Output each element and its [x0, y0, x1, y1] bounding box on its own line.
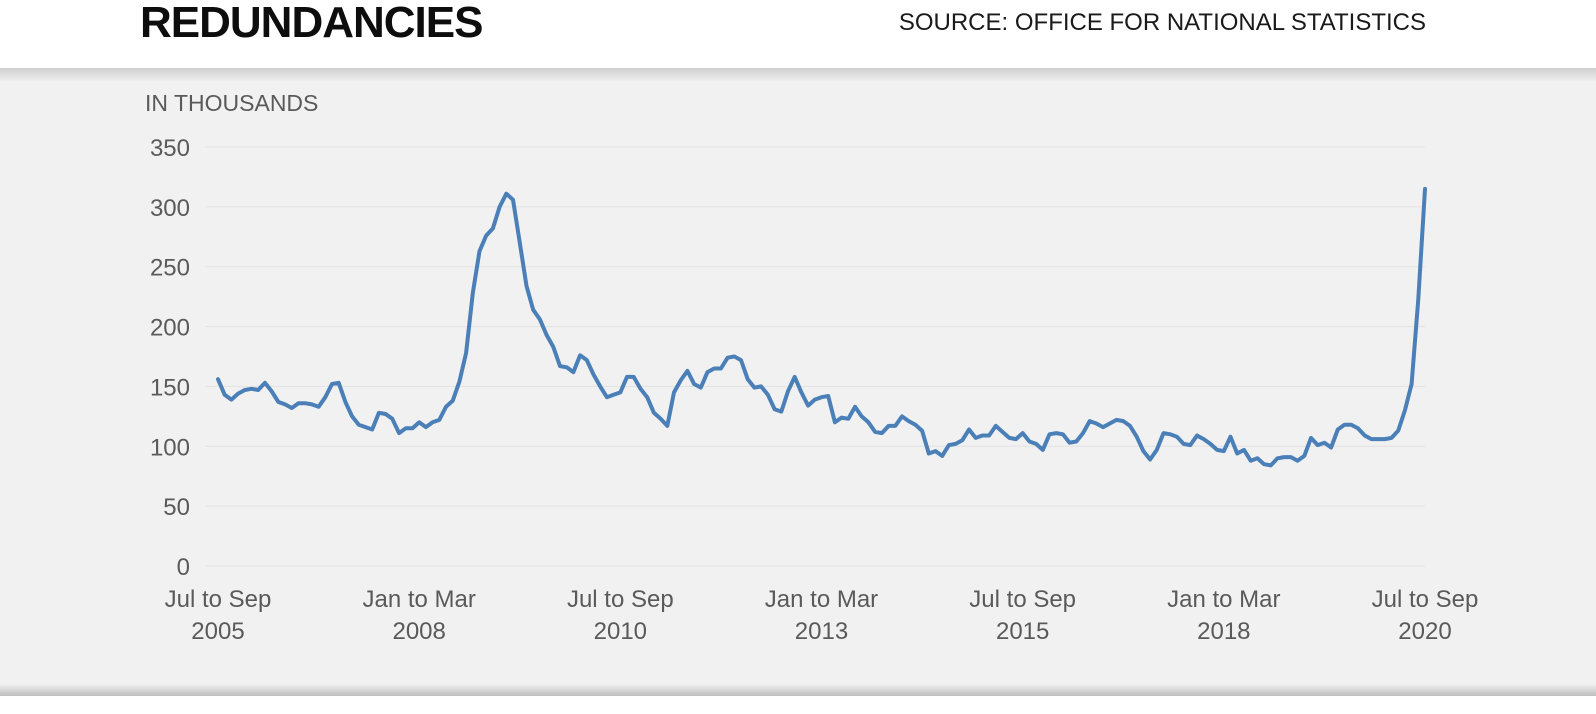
source-note: SOURCE: OFFICE FOR NATIONAL STATISTICS: [898, 9, 1426, 36]
chart-title: REDUNDANCIES: [140, 0, 483, 47]
x-axis-ticks: Jul to Sep 2005 Jan to Mar 2008 Jul to Sep 20…: [165, 586, 1479, 645]
x-tick-label: Jan to Mar 2018: [1167, 586, 1280, 645]
y-axis-ticks: 0 50 100 150 200 250 300 350: [150, 135, 190, 581]
x-tick-label: Jul to Sep 2005: [165, 586, 272, 645]
y-tick-label: 250: [150, 255, 190, 282]
redundancies-series-line: [216, 186, 1427, 468]
y-tick-label: 150: [150, 374, 190, 401]
chart-header: REDUNDANCIES SOURCE: OFFICE FOR NATIONAL…: [0, 0, 1596, 68]
footer-strip: [0, 696, 1596, 714]
series-group: [216, 186, 1427, 468]
gridlines: [205, 146, 1425, 567]
panel-bottom-shadow: [0, 684, 1596, 696]
y-tick-label: 50: [163, 494, 190, 521]
y-tick-label: 100: [150, 434, 190, 461]
y-tick-label: 200: [150, 315, 190, 342]
x-tick-label: Jan to Mar 2013: [765, 586, 878, 645]
y-axis-unit-label: IN THOUSANDS: [145, 90, 318, 116]
y-tick-label: 350: [150, 135, 190, 162]
panel-top-shadow: [0, 68, 1596, 82]
y-tick-label: 0: [177, 554, 190, 581]
x-tick-label: Jul to Sep 2010: [567, 586, 674, 645]
x-tick-label: Jul to Sep 2015: [969, 586, 1076, 645]
y-tick-label: 300: [150, 195, 190, 222]
x-tick-label: Jul to Sep 2020: [1372, 586, 1479, 645]
x-tick-label: Jan to Mar 2008: [362, 586, 475, 645]
